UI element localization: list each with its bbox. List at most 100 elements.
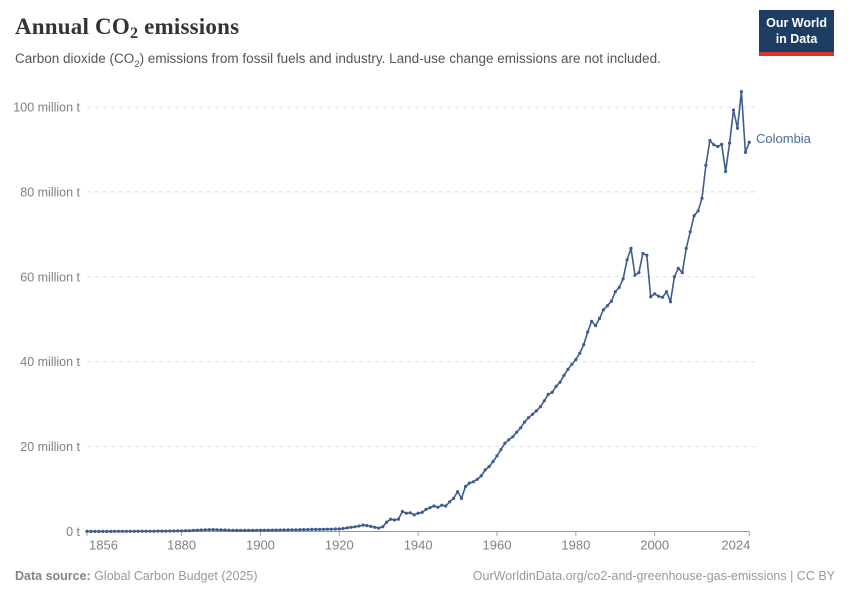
data-point[interactable] xyxy=(657,294,661,298)
data-point[interactable] xyxy=(235,528,239,533)
data-point[interactable] xyxy=(412,513,416,517)
data-point[interactable] xyxy=(306,528,310,532)
series-label-colombia[interactable]: Colombia xyxy=(756,131,811,146)
data-point[interactable] xyxy=(578,351,582,355)
data-point[interactable] xyxy=(160,529,164,533)
data-point[interactable] xyxy=(582,343,586,347)
data-point[interactable] xyxy=(479,474,483,478)
data-point[interactable] xyxy=(377,526,381,530)
data-point[interactable] xyxy=(613,290,617,294)
data-point[interactable] xyxy=(381,525,385,529)
data-point[interactable] xyxy=(396,517,400,521)
data-point[interactable] xyxy=(440,503,444,507)
data-point[interactable] xyxy=(353,525,357,529)
data-point[interactable] xyxy=(629,246,633,250)
data-point[interactable] xyxy=(294,528,298,532)
data-point[interactable] xyxy=(605,304,610,308)
data-point[interactable] xyxy=(400,509,404,514)
data-point[interactable] xyxy=(337,527,341,531)
footer-link[interactable]: OurWorldinData.org/co2-and-greenhouse-ga… xyxy=(472,569,787,583)
data-point[interactable] xyxy=(467,481,471,485)
data-point[interactable] xyxy=(731,108,736,112)
data-point[interactable] xyxy=(124,529,128,533)
data-point[interactable] xyxy=(617,285,621,289)
data-point[interactable] xyxy=(385,520,389,524)
data-point[interactable] xyxy=(716,144,720,149)
data-point[interactable] xyxy=(349,525,353,529)
data-point[interactable] xyxy=(570,362,574,366)
data-point[interactable] xyxy=(318,527,322,532)
data-point[interactable] xyxy=(164,529,168,533)
data-point[interactable] xyxy=(692,214,696,218)
data-point[interactable] xyxy=(554,384,558,388)
data-point[interactable] xyxy=(144,529,148,533)
data-point[interactable] xyxy=(290,528,294,532)
data-point[interactable] xyxy=(278,528,282,532)
data-point[interactable] xyxy=(176,529,180,533)
data-point[interactable] xyxy=(420,510,424,514)
data-point[interactable] xyxy=(329,527,333,531)
data-point[interactable] xyxy=(601,308,606,312)
data-point[interactable] xyxy=(298,528,302,532)
data-point[interactable] xyxy=(704,163,708,167)
data-point[interactable] xyxy=(243,528,247,533)
data-point[interactable] xyxy=(708,138,712,143)
data-point[interactable] xyxy=(373,525,377,529)
data-point[interactable] xyxy=(85,529,89,534)
data-point[interactable] xyxy=(696,209,700,213)
data-point[interactable] xyxy=(550,390,554,394)
data-point[interactable] xyxy=(452,496,456,500)
data-point[interactable] xyxy=(436,505,440,509)
data-point[interactable] xyxy=(511,435,515,439)
data-point[interactable] xyxy=(113,529,117,533)
data-point[interactable] xyxy=(140,529,144,533)
data-point[interactable] xyxy=(625,258,629,262)
data-point[interactable] xyxy=(156,529,160,533)
data-point[interactable] xyxy=(728,141,732,145)
data-point[interactable] xyxy=(507,438,511,442)
data-point[interactable] xyxy=(609,299,613,303)
data-point[interactable] xyxy=(739,90,744,94)
data-point[interactable] xyxy=(653,292,657,296)
data-point[interactable] xyxy=(594,324,598,328)
data-point[interactable] xyxy=(590,319,594,323)
data-point[interactable] xyxy=(661,295,665,299)
data-point[interactable] xyxy=(325,527,330,531)
data-point[interactable] xyxy=(645,253,649,257)
data-point[interactable] xyxy=(491,459,495,464)
data-point[interactable] xyxy=(637,271,641,275)
data-point[interactable] xyxy=(286,528,290,532)
data-point[interactable] xyxy=(227,528,231,532)
data-point[interactable] xyxy=(231,528,235,532)
data-point[interactable] xyxy=(633,273,637,277)
data-point[interactable] xyxy=(207,528,211,532)
data-point[interactable] xyxy=(152,529,156,533)
data-point[interactable] xyxy=(688,230,692,234)
data-point[interactable] xyxy=(712,143,716,147)
data-point[interactable] xyxy=(239,528,243,533)
data-point[interactable] xyxy=(546,392,550,396)
data-point[interactable] xyxy=(180,529,184,533)
data-point[interactable] xyxy=(542,399,546,403)
data-point[interactable] xyxy=(357,524,361,528)
data-point[interactable] xyxy=(428,506,432,510)
data-point[interactable] xyxy=(720,142,724,146)
data-point[interactable] xyxy=(254,528,259,532)
data-point[interactable] xyxy=(282,528,286,532)
data-point[interactable] xyxy=(680,271,684,275)
data-point[interactable] xyxy=(424,507,428,511)
data-point[interactable] xyxy=(365,524,369,528)
data-point[interactable] xyxy=(262,528,266,532)
data-point[interactable] xyxy=(345,526,349,530)
data-point[interactable] xyxy=(641,251,645,256)
data-point[interactable] xyxy=(574,358,578,362)
data-point[interactable] xyxy=(566,367,570,371)
data-point[interactable] xyxy=(558,380,562,384)
data-point[interactable] xyxy=(649,295,653,299)
data-point[interactable] xyxy=(148,529,152,533)
data-point[interactable] xyxy=(389,517,393,521)
data-point[interactable] xyxy=(310,527,314,532)
data-point[interactable] xyxy=(172,529,176,533)
data-point[interactable] xyxy=(562,373,566,377)
data-point[interactable] xyxy=(195,528,199,532)
